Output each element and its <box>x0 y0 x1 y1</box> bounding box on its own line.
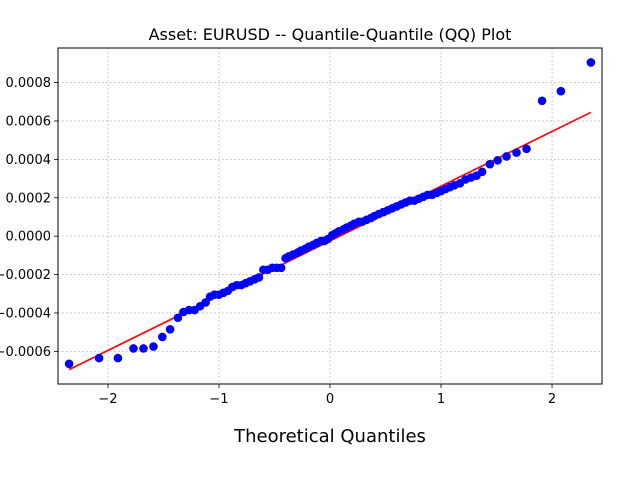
x-tick-label: −1 <box>209 392 228 407</box>
y-tick-label: 0.0002 <box>6 191 52 206</box>
x-tick-label: 1 <box>437 392 445 407</box>
y-tick-label: −0.0004 <box>0 306 51 321</box>
y-tick-label: 0.0006 <box>6 114 52 129</box>
data-point <box>158 332 167 342</box>
data-point <box>139 344 148 353</box>
data-point <box>173 313 183 323</box>
data-point <box>165 324 175 334</box>
x-tick-label: 2 <box>548 392 556 407</box>
x-axis-label: Theoretical Quantiles <box>233 426 426 447</box>
data-point <box>485 159 495 169</box>
data-point <box>493 156 502 165</box>
ticks: −2 −1 0 1 2 −0.0006 −0.0004 −0.0002 0.0000 0.0002… <box>0 76 556 407</box>
data-point <box>586 58 596 67</box>
data-point <box>522 144 531 154</box>
x-tick-label: −2 <box>98 392 117 407</box>
data-point <box>94 353 104 363</box>
data-point <box>276 263 286 273</box>
y-tick-label: 0.0008 <box>6 76 52 91</box>
y-tick-label: 0.0004 <box>6 153 52 168</box>
data-point <box>556 86 566 96</box>
x-tick-label: 0 <box>326 392 334 407</box>
data-point <box>149 342 158 351</box>
data-point <box>502 152 511 161</box>
points-layer <box>64 58 596 369</box>
chart-title: Asset: EURUSD -- Quantile-Quantile (QQ) … <box>149 25 512 44</box>
data-point <box>512 148 521 157</box>
data-point <box>113 353 123 363</box>
data-point <box>64 359 74 369</box>
data-point <box>254 273 264 282</box>
y-tick-label: 0.0000 <box>6 230 52 245</box>
data-point <box>477 167 487 177</box>
data-point <box>129 344 138 353</box>
grid <box>58 48 602 384</box>
y-tick-label: −0.0002 <box>0 268 51 283</box>
y-tick-label: −0.0006 <box>0 345 51 360</box>
data-point <box>537 96 547 106</box>
